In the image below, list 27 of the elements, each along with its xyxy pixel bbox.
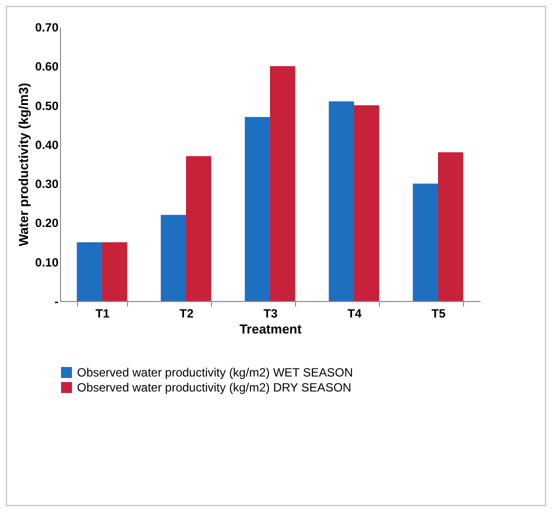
x-tick-label: T5 [431,306,446,320]
x-axis-title: Treatment [239,322,302,336]
y-tick-label: - [54,294,58,308]
x-tick-label: T2 [179,306,194,320]
bar [244,117,270,301]
legend-label: Observed water productivity (kg/m2) WET SEASON [77,366,353,380]
x-tick-label: T3 [263,306,278,320]
x-tick-label: T4 [347,306,362,320]
bar [160,214,186,301]
y-tick-label: 0.70 [35,20,59,34]
x-tick-label: T1 [95,306,110,320]
bar [270,66,296,301]
y-tick-label: 0.40 [35,138,59,152]
bar [438,152,464,301]
bar [102,242,128,301]
y-tick-label: 0.10 [35,255,59,270]
bar [186,156,212,301]
y-tick-label: 0.30 [35,177,59,192]
bar [354,105,380,301]
bar [76,242,102,301]
y-axis-title: Water productivity (kg/m3) [16,82,32,246]
y-tick-label: 0.50 [35,98,59,113]
bar [412,184,438,301]
y-tick-label: 0.60 [35,60,59,74]
legend-label: Observed water productivity (kg/m2) DRY SEASON [77,380,352,394]
bar [328,101,354,301]
y-tick-label: 0.20 [35,216,59,230]
